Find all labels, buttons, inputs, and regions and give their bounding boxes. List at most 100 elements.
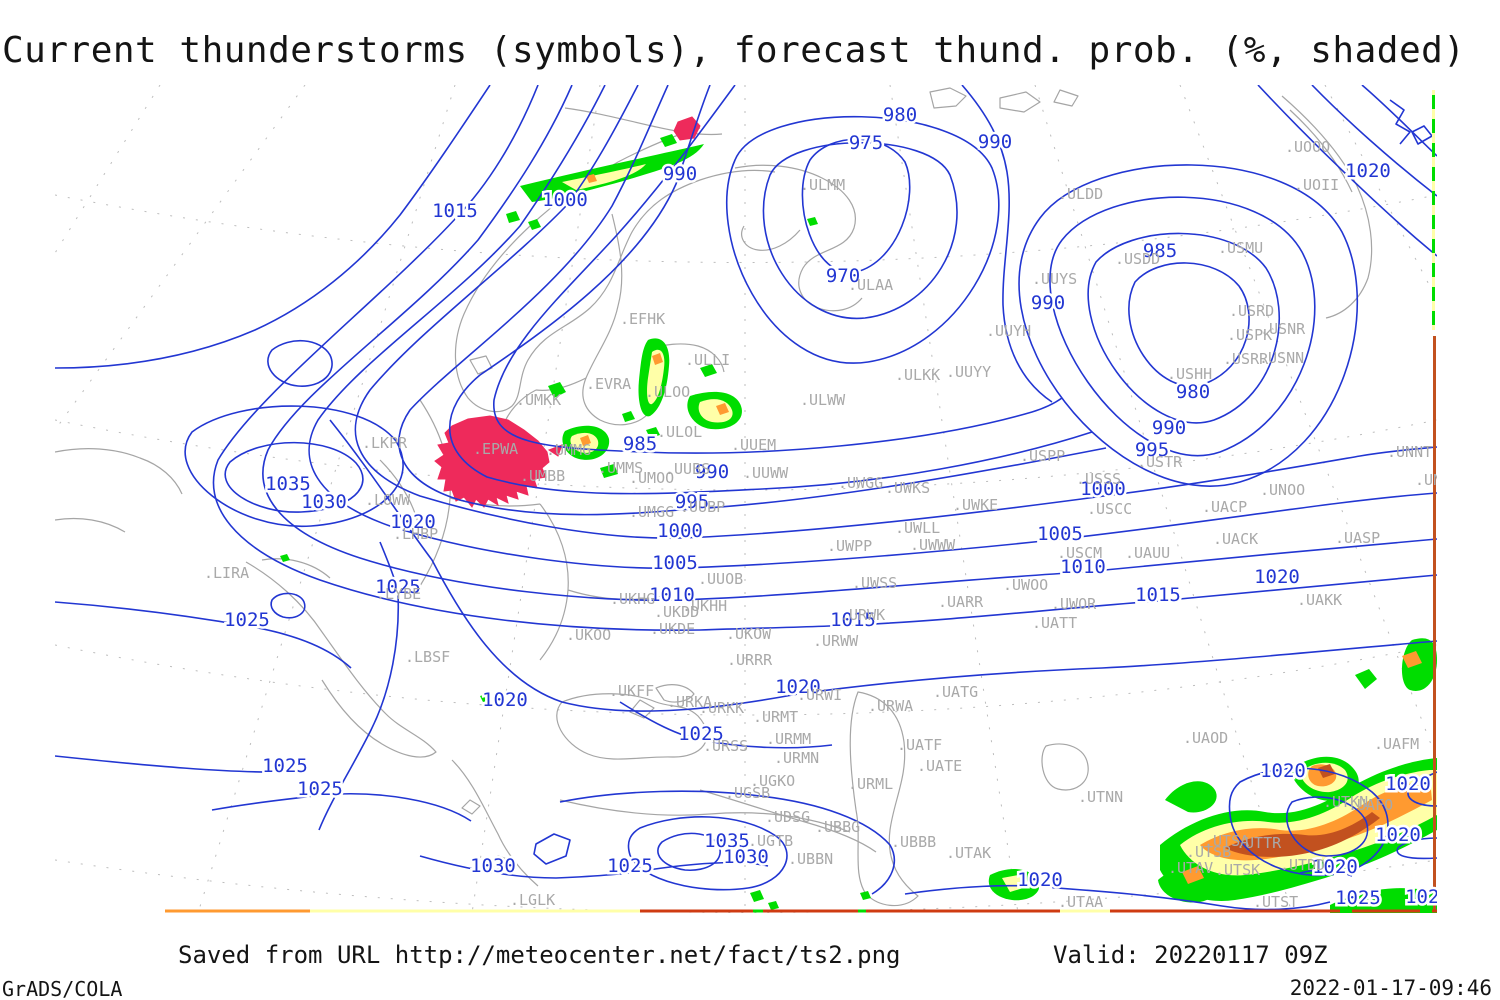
station-code-label: .UTAV: [1168, 859, 1213, 877]
isobar-contour: [224, 441, 364, 513]
isobar-contour: [1361, 85, 1437, 157]
isobar-label: 1020: [775, 676, 821, 698]
station-code-label: .USCM: [1057, 544, 1102, 562]
station-code-label: .UWKS: [885, 479, 930, 497]
station-code-label: .URMT: [753, 708, 798, 726]
coastline: [245, 558, 437, 758]
station-code-label: .UATT: [1032, 614, 1077, 632]
coastline: [582, 213, 649, 426]
isobar-contour: [212, 85, 1437, 631]
station-code-label: .UTDD: [1280, 856, 1325, 874]
isobar-label: 990: [663, 163, 697, 185]
isobar-contour: [270, 592, 306, 619]
isobar-label: 1015: [1135, 584, 1181, 606]
thunder-prob-shading-green: [1165, 781, 1217, 813]
station-code-label: .URKA: [667, 693, 712, 711]
station-code-label: .USRD: [1229, 302, 1274, 320]
graticule-line: [55, 85, 306, 431]
thunder-prob-shading-yellow: [562, 164, 646, 190]
station-code-label: .UWLL: [895, 519, 940, 537]
station-code-label: .ULKK: [895, 366, 940, 384]
graticule-line: [1324, 85, 1437, 301]
station-code-label: .UAFM: [1374, 735, 1419, 753]
station-code-label: .UGSB: [725, 784, 770, 802]
station-code-label: .ULOO: [645, 383, 690, 401]
station-code-label: .USNN: [1259, 349, 1304, 367]
station-code-label: .UARR: [938, 593, 984, 611]
isobar-contour: [1128, 262, 1250, 387]
current-thunderstorm-symbols: [673, 116, 701, 141]
thunder-prob-shading-green: [750, 890, 871, 910]
station-code-label: .UUOB: [698, 570, 743, 588]
station-code-label: .UTSB: [1186, 843, 1231, 861]
station-code-label: .UTAK: [946, 844, 991, 862]
thunder-prob-shading-dark: [1225, 812, 1380, 857]
station-code-label: .UKDE: [650, 620, 695, 638]
isobar-label: 1015: [432, 200, 478, 222]
valid-time-text: Valid: 20220117 09Z: [1053, 941, 1328, 969]
isobar-label: 1025: [375, 576, 421, 598]
graticule-line: [1034, 85, 1293, 913]
station-code-label: .UUYS: [1032, 270, 1077, 288]
station-code-label: .UAFO: [1348, 796, 1393, 814]
isobar-label: 1005: [652, 552, 698, 574]
isobar-contour: [55, 85, 491, 369]
isobar-contour: [533, 833, 571, 865]
coastline: [55, 448, 183, 533]
isobar-label: 1020: [1260, 760, 1306, 782]
coastline: [451, 759, 539, 887]
grads-cola-credit: GrADS/COLA: [2, 977, 123, 1000]
station-code-label: .UACP: [1202, 498, 1247, 516]
station-code-label: .ULMM: [800, 176, 845, 194]
graticule-line: [197, 85, 456, 913]
station-code-label: .UNOO: [1260, 481, 1305, 499]
isobar-label: 1025: [262, 755, 308, 777]
isobar-label: 1000: [1080, 478, 1126, 500]
isobar-label: 1020: [1017, 869, 1063, 891]
station-code-label: .UUBS: [665, 460, 710, 478]
station-code-label: .UBBB: [891, 833, 936, 851]
station-code-label: .LYBE: [376, 585, 421, 603]
graticule-line: [55, 194, 1437, 263]
thunder-prob-shading-green: [1158, 866, 1222, 903]
isobar-contour: [55, 601, 352, 669]
station-code-label: .EPWA: [473, 440, 518, 458]
isobar-contour: [627, 816, 788, 891]
station-code-label: .UTAA: [1058, 893, 1103, 911]
isobar-label: 1030: [723, 846, 769, 868]
station-code-label: .UTNN: [1078, 788, 1123, 806]
station-code-label: .UASP: [1335, 529, 1380, 547]
isobar-contour: [619, 701, 833, 749]
isobar-label: 1020: [1254, 566, 1300, 588]
isobar-contour: [318, 541, 400, 831]
isobar-contour: [1228, 767, 1389, 877]
station-code-label: .LHBP: [393, 525, 438, 543]
isobar-contour: [308, 85, 1437, 569]
station-code-label: .UMMS: [598, 459, 643, 477]
isobar-contour: [419, 855, 769, 879]
isobar-label: 1010: [1060, 556, 1106, 578]
station-code-label: .UATE: [917, 757, 962, 775]
thunder-prob-shading-green: [1330, 888, 1437, 913]
station-code-label: .UUYY: [946, 363, 991, 381]
isobar-contour: [801, 138, 911, 274]
isobar-label: 1000: [542, 189, 588, 211]
station-code-label: .LGLK: [510, 891, 555, 909]
station-code-label: .URKK: [699, 699, 744, 717]
station-code-label: .URMN: [774, 749, 819, 767]
generation-timestamp: 2022-01-17-09:46: [1289, 976, 1492, 1000]
station-code-label: .UATF: [897, 736, 942, 754]
current-thunderstorm-symbols: [434, 415, 550, 508]
isobar-label: 1005: [1037, 523, 1083, 545]
isobar-label: 990: [695, 461, 729, 483]
isobar-label: 1025: [678, 723, 724, 745]
station-code-label: .URWW: [813, 632, 859, 650]
isobar-contour: [1311, 85, 1437, 197]
isobar-label: 980: [1176, 381, 1210, 403]
station-code-label: .UTKN: [1323, 793, 1368, 811]
station-code-label: .USMU: [1218, 239, 1263, 257]
isobar-label: 985: [1143, 240, 1177, 262]
station-code-label: .URML: [848, 775, 893, 793]
station-code-label: .USHH: [1167, 365, 1212, 383]
